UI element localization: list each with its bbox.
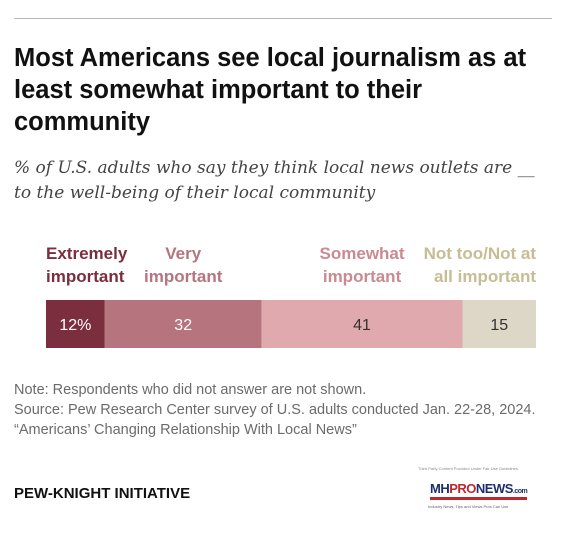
- category-label-3: Somewhat important: [320, 244, 405, 286]
- logo-suffix: .com: [512, 488, 528, 495]
- category-label-4: Not too/Not at all important: [424, 244, 537, 286]
- note-line: Note: Respondents who did not answer are…: [14, 382, 367, 398]
- bar-segment-2: [104, 300, 262, 348]
- mhpronews-logo: Third Party Content Provided Under Fair …: [408, 466, 558, 530]
- source-line: Source: Pew Research Center survey of U.…: [14, 402, 536, 418]
- logo-fair-use-text: Third Party Content Provided Under Fair …: [418, 466, 519, 471]
- data-label-1: 12%: [59, 317, 91, 334]
- bar-segment-4: [462, 300, 536, 348]
- data-label-4: 15: [490, 317, 508, 334]
- bar-segment-1: [46, 300, 105, 348]
- logo-pro: PRO: [449, 481, 476, 496]
- category-label-2: Very important: [144, 244, 223, 286]
- logo-news: NEWS: [475, 481, 514, 496]
- data-label-2: 32: [174, 317, 192, 334]
- stacked-bar-chart: 12% Extremely important 32 Very important 41 So…: [46, 244, 537, 348]
- report-title-line: “Americans’ Changing Relationship With L…: [14, 422, 357, 438]
- chart-title: Most Americans see local journalism as a…: [14, 44, 527, 136]
- logo-tagline: Industry News, Tips and Views Pros Can U…: [428, 504, 509, 509]
- category-label-1: Extremely important: [46, 244, 128, 286]
- logo-wordmark: MHPRONEWS.com: [430, 481, 528, 500]
- logo-mh: MH: [430, 481, 450, 496]
- footer-initiative: PEW-KNIGHT INITIATIVE: [14, 485, 191, 502]
- data-label-3: 41: [353, 317, 371, 334]
- bar-segment-3: [261, 300, 463, 348]
- chart-subtitle: % of U.S. adults who say they think loca…: [14, 158, 535, 203]
- notes: Note: Respondents who did not answer are…: [14, 380, 554, 440]
- top-rule: [14, 18, 552, 19]
